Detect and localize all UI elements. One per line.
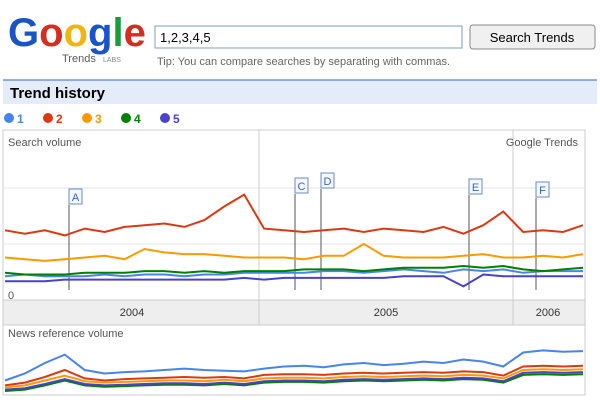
series-line [4, 264, 584, 276]
section-bar [3, 80, 597, 104]
series-line [4, 242, 584, 262]
series-line [4, 364, 584, 387]
legend-label: 1 [17, 112, 24, 126]
annotation-flag [68, 188, 83, 205]
button-label: Search Trends [490, 30, 575, 45]
legend-swatch [82, 113, 92, 123]
year-label: 2006 [536, 307, 560, 319]
annotation-label: F [539, 185, 546, 197]
legend-label: 3 [95, 112, 102, 126]
chart-frame [2, 129, 586, 396]
legend-label: 5 [173, 112, 180, 126]
series-line [4, 373, 584, 392]
legend-swatch [43, 113, 53, 123]
year-label: 2005 [374, 307, 398, 319]
annotation-label: E [472, 182, 479, 194]
legend-swatch [4, 113, 14, 123]
annotation-flag [294, 177, 309, 194]
series-line [5, 273, 583, 288]
series-line [4, 368, 584, 389]
tip: Tip: You can compare searches by separat… [157, 56, 450, 68]
legend-label: 4 [134, 112, 141, 126]
legend-swatch [121, 113, 131, 123]
legend-swatch [160, 113, 170, 123]
series-line [4, 349, 584, 382]
logo-badge: LABS [103, 57, 121, 64]
logo: Google [8, 11, 146, 55]
chart-title: News reference volume [8, 328, 124, 340]
chart-source: Google Trends [506, 137, 579, 149]
annotation-flag [535, 181, 550, 198]
y-tick-label: 0 [8, 290, 14, 302]
search-input[interactable] [154, 25, 463, 49]
annotation-flag [468, 178, 483, 195]
annotation-label: D [324, 176, 332, 188]
series-line [4, 193, 584, 237]
year-label: 2004 [120, 307, 144, 319]
annotation-label: C [298, 181, 306, 193]
search-button[interactable] [469, 24, 596, 50]
year-band [2, 299, 586, 326]
annotation-flag [320, 172, 335, 189]
search-query: 1,2,3,4,5 [160, 30, 211, 45]
series-line [4, 371, 584, 391]
chart-title: Search volume [8, 137, 81, 149]
series-line [4, 268, 583, 278]
section-title: Trend history [10, 85, 106, 102]
logo-sub: Trends [62, 53, 96, 65]
annotation-label: A [72, 192, 80, 204]
legend-label: 2 [56, 112, 63, 126]
